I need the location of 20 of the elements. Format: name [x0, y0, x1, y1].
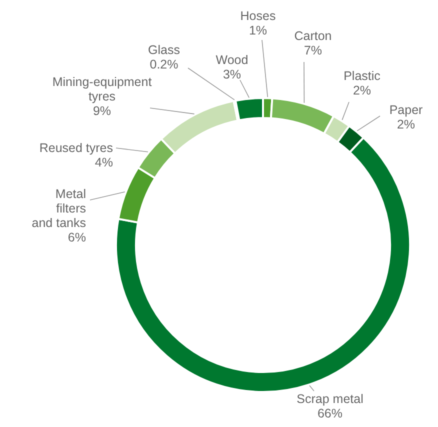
data-label: 9%: [92, 104, 112, 118]
slice-label: Hoses: [240, 9, 276, 23]
data-label: 6%: [68, 230, 86, 244]
slice-label: Scrap metal: [296, 392, 364, 406]
data-label: 3%: [222, 68, 242, 82]
data-label: 4%: [94, 156, 113, 170]
slice-label: Metal filters and tanks: [32, 187, 86, 230]
data-label: 2%: [396, 118, 416, 132]
slice-label: Glass: [148, 43, 180, 57]
data-label: 7%: [304, 44, 322, 58]
slice-label: Plastic: [344, 69, 380, 83]
data-label: 0.2%: [150, 58, 178, 72]
slice-label: Paper: [389, 103, 423, 117]
slice-label: Wood: [216, 53, 248, 67]
slice-label: Mining-equipment tyres: [52, 75, 152, 104]
data-label: 66%: [317, 406, 343, 420]
slice-label: Carton: [294, 29, 332, 43]
data-label: 2%: [352, 84, 372, 98]
data-label: 1%: [248, 24, 268, 38]
slice-label: Reused tyres: [39, 141, 113, 155]
